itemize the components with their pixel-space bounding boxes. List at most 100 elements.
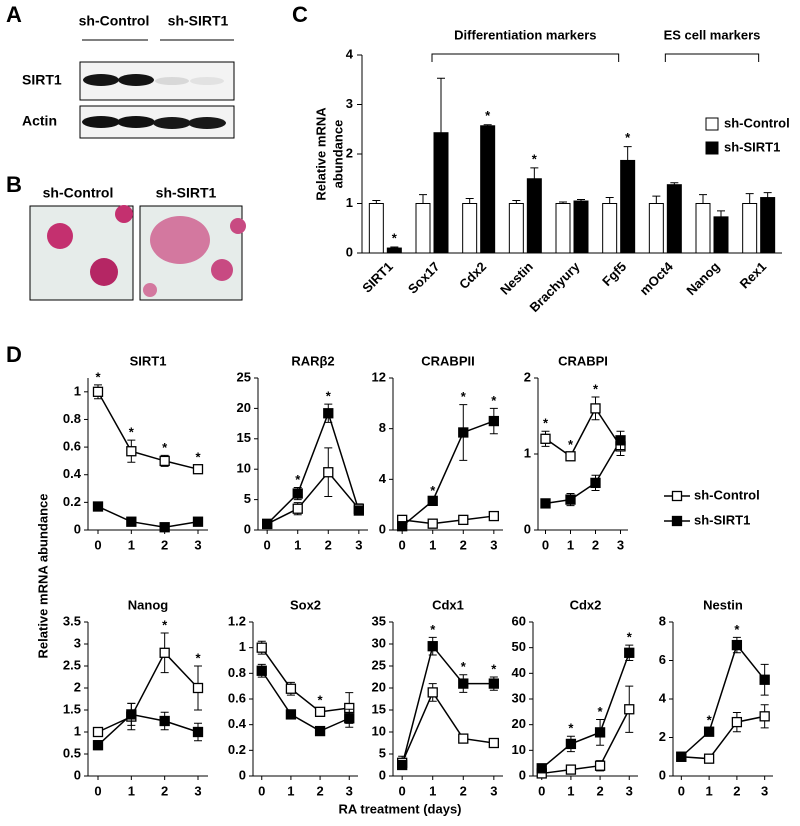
error-bar [763,192,772,198]
error-bar [623,146,632,161]
y-tick-label: 10 [512,742,526,757]
marker [323,408,334,419]
significance: * [627,630,633,645]
subplot-title: Cdx1 [432,597,464,612]
marker [92,726,104,738]
marker [458,678,469,689]
x-tick-label: 1 [294,537,301,552]
band [153,117,191,129]
line [541,708,630,775]
y-tick-label: 0 [524,521,531,536]
colony [47,223,73,249]
line [97,505,199,528]
x-tick-label: 2 [460,537,467,552]
y-tick-label: 50 [512,639,526,654]
marker [427,687,438,698]
subplot-title: Nanog [128,597,169,612]
legend-marker [671,515,683,527]
error-bar [512,200,521,204]
significance: * [568,721,574,736]
bar [573,200,589,254]
y-tick-label: 20 [372,679,386,694]
significance: * [162,617,168,632]
subplot-title: CRABPII [421,353,474,368]
marker [731,716,743,728]
y-tick-label: 15 [237,430,251,445]
y-tick-label: 2 [346,145,353,160]
significance: * [430,483,436,498]
bar [462,203,478,254]
marker [624,704,635,715]
y-tick-label: 2 [659,729,666,744]
bracket [664,53,760,62]
x-tick-label: 0 [258,783,265,798]
significance: * [195,650,201,665]
y-tick-label: 3 [74,635,81,650]
subplot-title: RARβ2 [291,353,334,368]
error-bar [745,193,754,204]
error-bar [577,199,585,202]
line [97,713,199,746]
x-tick-label: 1 [128,537,135,552]
significance: * [543,416,549,431]
image-column: sh-SIRT1 [156,185,217,201]
marker [159,647,170,658]
bar [648,203,664,254]
line [261,647,350,713]
y-tick-label: 8 [659,613,666,628]
y-tick-label: 0.2 [63,494,81,509]
marker [159,715,170,727]
marker [540,498,551,509]
panel-label: A [6,2,22,27]
y-tick-label: 40 [512,665,526,680]
blot-column: sh-Control [79,13,150,29]
marker [458,514,469,526]
legend-label: sh-SIRT1 [724,139,780,154]
x-tick-label: 3 [346,783,353,798]
marker [565,738,577,750]
bar [526,178,542,254]
y-tick-label: 0 [379,521,386,536]
y-tick-label: 1.5 [63,701,81,716]
line [97,391,199,470]
subplot-title: Nestin [703,597,743,612]
blot-row: SIRT1 [22,72,62,88]
x-tick-label: 0 [399,783,406,798]
blot-column: sh-SIRT1 [168,13,229,29]
significance: * [734,622,740,637]
x-tick-label: 3 [194,783,201,798]
y-tick-label: 2 [524,369,531,384]
error-bar [437,77,445,133]
marker [292,503,303,514]
x-tick-label: 1 [705,783,712,798]
y-tick-label: 1 [239,639,246,654]
y-tick-label: 0 [659,767,666,782]
bar [742,203,758,254]
marker [192,516,204,527]
x-axis-label: RA treatment (days) [338,801,461,816]
error-bar [390,246,399,249]
marker [192,464,204,475]
marker [353,505,364,516]
marker [256,642,267,653]
y-tick-label: 0 [519,767,526,782]
significance: * [95,369,101,384]
marker [536,763,547,774]
marker [126,516,137,527]
y-axis-label: abundance [330,120,345,189]
y-tick-label: 5 [379,745,386,760]
subplot-title: SIRT1 [130,353,167,368]
x-tick-label: 1 [429,537,436,552]
significance: * [593,381,599,396]
y-tick-label: 3 [346,96,353,111]
line [680,643,766,758]
marker [590,477,601,489]
marker [323,467,334,478]
marker [615,435,626,446]
legend-swatch [705,117,719,131]
marker [126,709,137,720]
line [261,670,350,732]
y-tick-label: 0 [74,767,81,782]
line [541,652,630,769]
y-tick-label: 0.5 [63,745,81,760]
